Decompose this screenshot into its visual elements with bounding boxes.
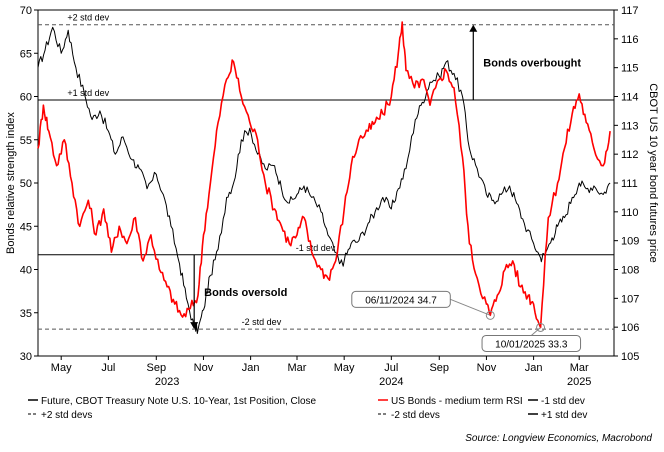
x-tick-label: Nov xyxy=(194,362,214,374)
left-tick-label: 35 xyxy=(20,308,32,320)
x-tick-label: May xyxy=(51,362,72,374)
x-tick-label: Jan xyxy=(525,362,543,374)
x-tick-label: Mar xyxy=(288,362,307,374)
annotation-callout-text: 06/11/2024 34.7 xyxy=(365,295,437,306)
annotation-leader xyxy=(530,327,541,336)
right-tick-label: 108 xyxy=(621,265,639,277)
right-tick-label: 107 xyxy=(621,293,639,305)
annotation-label: Bonds oversold xyxy=(204,287,287,299)
annotation-callout-box xyxy=(351,290,451,308)
x-tick-label: Mar xyxy=(570,362,589,374)
series-line-bond-futures xyxy=(37,26,611,334)
x-year-label: 2023 xyxy=(155,376,179,388)
right-tick-label: 117 xyxy=(621,5,639,17)
left-tick-label: 30 xyxy=(20,351,32,363)
left-tick-label: 50 xyxy=(20,178,32,190)
x-tick-label: Jul xyxy=(384,362,398,374)
right-tick-label: 111 xyxy=(621,178,638,190)
annotation-leader xyxy=(450,298,491,316)
annotation-arrow-head xyxy=(469,24,478,32)
right-axis-title: CBOT US 10 year bond futures price xyxy=(647,83,659,263)
right-tick-label: 105 xyxy=(621,351,639,363)
legend-label: Future, CBOT Treasury Note U.S. 10-Year,… xyxy=(41,396,317,407)
right-tick-label: 113 xyxy=(621,120,639,132)
legend-label: -1 std dev xyxy=(541,396,585,407)
x-year-label: 2024 xyxy=(379,376,403,388)
right-tick-label: 115 xyxy=(621,63,639,75)
x-tick-label: Sep xyxy=(429,362,449,374)
annotation-marker xyxy=(485,310,495,320)
left-tick-label: 60 xyxy=(20,92,32,104)
ref-line-label: +2 std dev xyxy=(67,13,109,23)
x-tick-label: Jan xyxy=(242,362,260,374)
left-tick-label: 65 xyxy=(20,48,32,60)
left-axis-title: Bonds relative strength index xyxy=(5,112,17,254)
right-tick-label: 110 xyxy=(621,207,639,219)
right-tick-label: 112 xyxy=(621,149,639,161)
annotation-callout-text: 10/01/2025 33.3 xyxy=(495,339,568,350)
source-note: Source: Longview Economics, Macrobond xyxy=(465,433,652,444)
left-tick-label: 55 xyxy=(20,135,32,147)
right-tick-label: 116 xyxy=(621,34,639,46)
annotation-marker xyxy=(536,322,546,332)
x-year-label: 2025 xyxy=(567,376,591,388)
legend-label: -2 std devs xyxy=(391,410,440,421)
right-tick-label: 109 xyxy=(621,236,639,248)
annotation-label: Bonds overbought xyxy=(483,57,581,69)
right-tick-label: 114 xyxy=(621,92,639,104)
right-tick-label: 106 xyxy=(621,322,639,334)
left-tick-label: 40 xyxy=(20,265,32,277)
series-line-rsi xyxy=(37,21,611,329)
annotation-callout-box xyxy=(481,334,582,352)
x-tick-label: May xyxy=(334,362,355,374)
legend-label: +1 std dev xyxy=(541,410,587,421)
x-tick-label: Sep xyxy=(147,362,167,374)
legend-label: US Bonds - medium term RSI xyxy=(391,396,523,407)
ref-line-label: -1 std dev xyxy=(296,243,336,253)
ref-line-label: -2 std dev xyxy=(242,317,282,327)
left-tick-label: 45 xyxy=(20,221,32,233)
x-tick-label: Jul xyxy=(101,362,115,374)
ref-line-label: +1 std dev xyxy=(67,88,109,98)
left-tick-label: 70 xyxy=(20,5,32,17)
x-tick-label: Nov xyxy=(477,362,497,374)
legend-label: +2 std devs xyxy=(41,410,92,421)
annotation-arrow-head xyxy=(190,322,199,330)
